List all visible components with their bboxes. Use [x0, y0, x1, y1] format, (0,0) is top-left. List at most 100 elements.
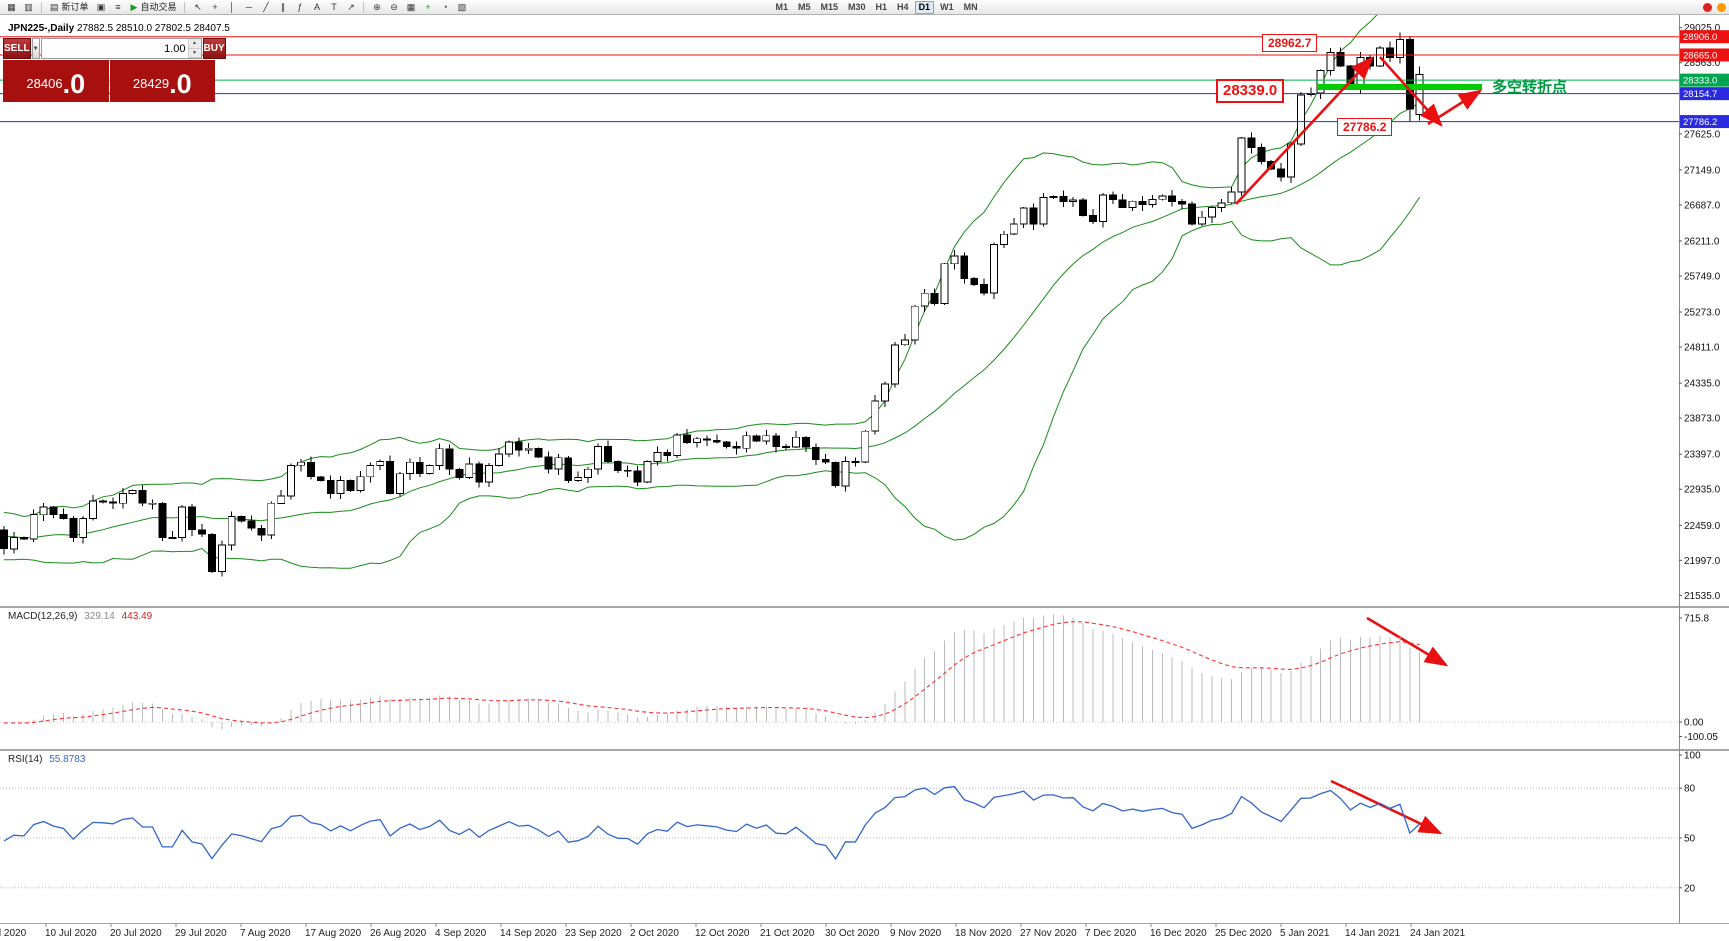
- chart-windows-icon: ▣: [96, 1, 106, 12]
- vertical-line-icon: │: [229, 1, 235, 12]
- period-button[interactable]: ◔: [437, 1, 452, 14]
- time-axis-label: 27 Nov 2020: [1020, 928, 1077, 939]
- svg-text:20: 20: [1684, 883, 1696, 894]
- volume-input[interactable]: [41, 39, 188, 58]
- sell-price-display[interactable]: 28406.0: [3, 60, 109, 102]
- autotrading-button[interactable]: ▶ 自动交易: [128, 1, 180, 14]
- chart-windows-button[interactable]: ▣: [94, 1, 109, 14]
- profiles-icon: ▥: [24, 1, 33, 12]
- fibonacci-icon: ƒ: [297, 1, 303, 12]
- time-axis-label: 23 Sep 2020: [565, 928, 622, 939]
- svg-text:80: 80: [1684, 784, 1696, 795]
- rsi-name: RSI(14): [8, 754, 43, 765]
- buy-price-big: .0: [169, 69, 192, 99]
- time-axis-label: 24 Jan 2021: [1410, 928, 1465, 939]
- buy-button[interactable]: BUY: [202, 38, 226, 59]
- svg-text:50: 50: [1684, 834, 1696, 845]
- svg-text:22935.0: 22935.0: [1684, 485, 1721, 496]
- profiles-button[interactable]: ▥: [21, 1, 36, 14]
- time-axis-label: 9 Nov 2020: [890, 928, 942, 939]
- market-depth-button[interactable]: ≡: [111, 1, 126, 14]
- templates-button[interactable]: ▧: [454, 1, 469, 14]
- buy-price-main: 28429: [132, 76, 170, 91]
- main-toolbar: ▦ ▥ ▤ 新订单 ▣ ≡ ▶ 自动交易 ↖ + │ ─ ╱ ∥ ƒ A T ↗ ⊕ ⊖ ▦ + ◔ ▧ M1 M5 M15 M30 H…: [0, 0, 1729, 15]
- timeframe-h4-button[interactable]: H4: [893, 1, 913, 14]
- timeframe-mn-button[interactable]: MN: [960, 1, 982, 14]
- time-axis-label: 30 Oct 2020: [825, 928, 880, 939]
- trendline-icon: ╱: [263, 1, 269, 12]
- buy-price-display[interactable]: 28429.0: [109, 60, 215, 102]
- timeframe-m30-button[interactable]: M30: [844, 1, 870, 14]
- svg-text:28906.0: 28906.0: [1683, 32, 1717, 43]
- volume-up-button[interactable]: ▲: [188, 39, 201, 49]
- timeframe-d1-button[interactable]: D1: [914, 0, 935, 14]
- time-axis-label: 21 Oct 2020: [760, 928, 815, 939]
- record-icon[interactable]: [1703, 2, 1712, 12]
- zoom-in-button[interactable]: ⊕: [369, 1, 384, 14]
- svg-text:0.00: 0.00: [1684, 718, 1704, 729]
- new-chart-button[interactable]: ▦: [4, 1, 19, 14]
- toolbar-separator: [184, 1, 186, 13]
- timeframe-m1-button[interactable]: M1: [771, 1, 792, 14]
- one-click-trading-panel: SELL ▼ ▲ ▼ BUY 28406.0 28429.0: [3, 38, 226, 102]
- svg-text:24335.0: 24335.0: [1684, 379, 1721, 390]
- new-order-button[interactable]: ▤ 新订单: [47, 1, 92, 14]
- arrows-button[interactable]: ↗: [343, 1, 358, 14]
- add-indicator-icon: +: [425, 1, 431, 12]
- time-axis-label: 26 Aug 2020: [370, 928, 427, 939]
- svg-text:28333.0: 28333.0: [1683, 76, 1717, 87]
- ohlc-values-label: 27882.5 28510.0 27802.5 28407.5: [76, 23, 230, 34]
- time-axis-label: 5 Jan 2021: [1280, 928, 1330, 939]
- chart-title: JPN225-,Daily 27882.5 28510.0 27802.5 28…: [8, 23, 230, 34]
- cursor-icon: ↖: [194, 1, 202, 12]
- price-annotation-box-pivot[interactable]: 28339.0: [1216, 79, 1285, 103]
- tile-windows-button[interactable]: ▦: [403, 1, 418, 14]
- svg-text:28665.0: 28665.0: [1683, 50, 1717, 61]
- timeframe-h1-button[interactable]: H1: [872, 1, 892, 14]
- add-indicator-button[interactable]: +: [420, 1, 435, 14]
- crosshair-button[interactable]: +: [207, 1, 222, 14]
- arrows-icon: ↗: [347, 1, 355, 12]
- timeframe-m15-button[interactable]: M15: [817, 1, 843, 14]
- zoom-out-icon: ⊖: [390, 1, 398, 12]
- label-button[interactable]: T: [326, 1, 341, 14]
- vertical-line-button[interactable]: │: [224, 1, 239, 14]
- channel-button[interactable]: ∥: [275, 1, 290, 14]
- volume-field: ▲ ▼: [40, 38, 202, 59]
- svg-text:100: 100: [1684, 751, 1701, 762]
- time-axis-label: 20 Jul 2020: [110, 928, 162, 939]
- time-axis-label: 7 Aug 2020: [240, 928, 291, 939]
- time-axis-label: 12 Oct 2020: [695, 928, 750, 939]
- time-axis-label: 2 Oct 2020: [630, 928, 679, 939]
- svg-text:715.8: 715.8: [1684, 613, 1709, 624]
- new-order-icon: ▤: [50, 1, 59, 12]
- zoom-out-button[interactable]: ⊖: [386, 1, 401, 14]
- svg-text:22459.0: 22459.0: [1684, 521, 1721, 532]
- rsi-value: 55.8783: [49, 754, 86, 765]
- svg-text:26687.0: 26687.0: [1684, 200, 1721, 211]
- horizontal-line-button[interactable]: ─: [241, 1, 256, 14]
- volume-down-button[interactable]: ▼: [188, 48, 201, 58]
- text-button[interactable]: A: [309, 1, 324, 14]
- market-depth-icon: ≡: [115, 1, 121, 12]
- timeframe-m5-button[interactable]: M5: [794, 1, 815, 14]
- rsi-indicator-label: RSI(14) 55.8783: [8, 754, 85, 765]
- sell-button[interactable]: SELL: [3, 38, 31, 59]
- fibonacci-button[interactable]: ƒ: [292, 1, 307, 14]
- price-annotation-box-high[interactable]: 28962.7: [1262, 34, 1318, 53]
- time-axis-label: 16 Dec 2020: [1150, 928, 1207, 939]
- cursor-button[interactable]: ↖: [190, 1, 205, 14]
- trendline-button[interactable]: ╱: [258, 1, 273, 14]
- timeframe-w1-button[interactable]: W1: [936, 1, 958, 14]
- zoom-in-icon: ⊕: [373, 1, 381, 12]
- alert-icon[interactable]: [1717, 2, 1726, 12]
- tile-windows-icon: ▦: [406, 1, 416, 12]
- volume-preset-dropdown[interactable]: ▼: [31, 38, 40, 59]
- time-axis-label: 18 Nov 2020: [955, 928, 1012, 939]
- sell-price-main: 28406: [26, 76, 63, 91]
- svg-text:28563.0: 28563.0: [1684, 58, 1721, 69]
- price-annotation-box-low[interactable]: 27786.2: [1337, 118, 1393, 137]
- new-chart-icon: ▦: [7, 1, 16, 12]
- pivot-annotation-label[interactable]: 多空转折点: [1492, 79, 1568, 96]
